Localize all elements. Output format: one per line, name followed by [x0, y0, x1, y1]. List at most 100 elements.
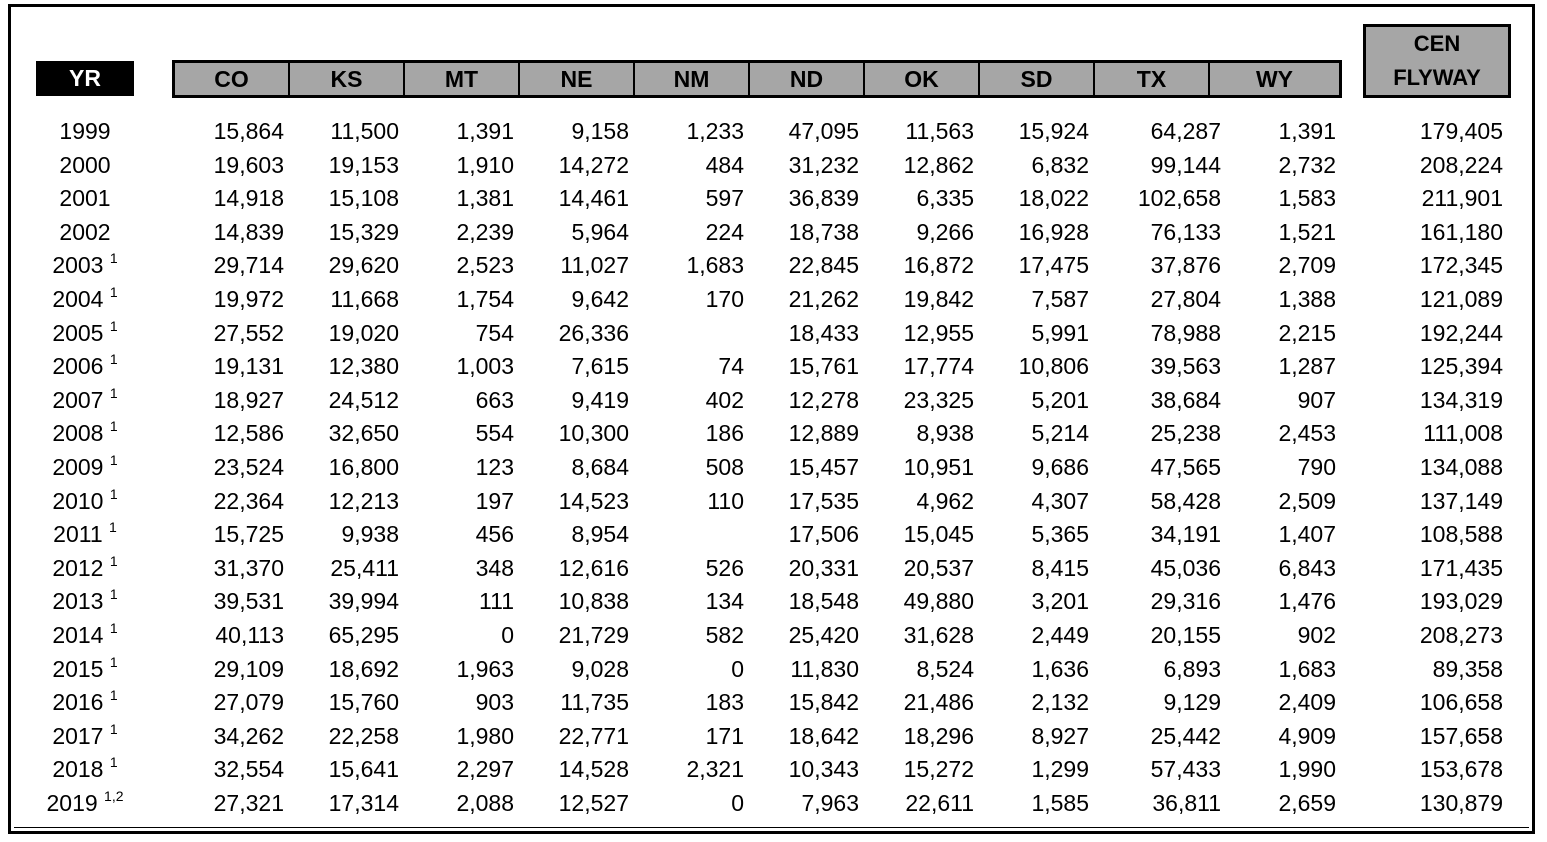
year-cell: 2004 1 — [36, 283, 134, 317]
year-cell: 2001 — [36, 182, 134, 216]
cell-nd: 12,278 — [788, 386, 859, 413]
cell-ne: 9,419 — [571, 386, 629, 413]
cell-ok: 16,872 — [903, 252, 974, 279]
cell-wy: 902 — [1297, 621, 1336, 648]
cell-ne: 7,615 — [571, 353, 629, 380]
year-value: 2012 — [52, 554, 104, 581]
cell-sd: 10,806 — [1018, 353, 1089, 380]
year-value: 2004 — [52, 285, 104, 312]
year-cell: 2011 1 — [36, 518, 134, 552]
cell-ks: 11,668 — [330, 285, 399, 312]
cell-ks: 15,108 — [328, 185, 399, 212]
cell-co: 14,918 — [213, 185, 284, 212]
cell-ne: 5,964 — [571, 218, 629, 245]
cell-nd: 18,642 — [788, 722, 859, 749]
cell-nd: 21,262 — [788, 285, 859, 312]
cell-wy: 1,407 — [1278, 521, 1336, 548]
cell-nd: 12,889 — [788, 420, 859, 447]
cell-tx: 47,565 — [1150, 453, 1221, 480]
cell-nm: 74 — [718, 353, 744, 380]
cell-nm: 0 — [731, 789, 744, 816]
cell-mt: 1,980 — [456, 722, 514, 749]
year-cell: 2003 1 — [36, 249, 134, 283]
cell-sd: 1,585 — [1031, 789, 1089, 816]
table-row: 2017 1 34,262 22,258 1,980 22,771 171 18,642 18… — [0, 720, 1547, 754]
cell-wy: 2,409 — [1278, 689, 1336, 716]
cell-tx: 64,287 — [1150, 118, 1221, 144]
cell-nd: 10,343 — [788, 756, 859, 783]
header-tx: TX — [1095, 63, 1210, 95]
cell-ks: 9,938 — [341, 521, 399, 548]
cell-tx: 27,804 — [1150, 285, 1221, 312]
cell-sd: 1,636 — [1031, 655, 1089, 682]
cell-ne: 8,684 — [571, 453, 629, 480]
cell-tx: 45,036 — [1150, 554, 1221, 581]
cell-nm: 170 — [705, 285, 744, 312]
cell-sd: 5,365 — [1031, 521, 1089, 548]
cell-sd: 9,686 — [1031, 453, 1089, 480]
cell-ne: 10,838 — [558, 588, 629, 615]
cell-mt: 348 — [475, 554, 514, 581]
cell-ok: 12,955 — [903, 319, 974, 346]
cell-mt: 1,963 — [456, 655, 514, 682]
cell-sd: 5,991 — [1031, 319, 1089, 346]
cell-wy: 6,843 — [1278, 554, 1336, 581]
cell-ok: 22,611 — [905, 789, 974, 816]
cell-nm: 484 — [705, 151, 744, 178]
cell-central-flyway-total: 208,224 — [1419, 151, 1503, 178]
cell-nd: 20,331 — [788, 554, 859, 581]
year-value: 2013 — [52, 588, 104, 615]
cell-ok: 23,325 — [903, 386, 974, 413]
cell-central-flyway-total: 193,029 — [1419, 588, 1503, 615]
cell-mt: 754 — [475, 319, 514, 346]
year-value: 2008 — [52, 420, 104, 447]
cell-tx: 78,988 — [1150, 319, 1221, 346]
cell-co: 32,554 — [213, 756, 284, 783]
footnote-marker: 1 — [109, 619, 118, 636]
cell-ne: 12,616 — [558, 554, 629, 581]
cell-wy: 2,709 — [1278, 252, 1336, 279]
cell-sd: 15,924 — [1018, 118, 1089, 144]
cell-tx: 99,144 — [1150, 151, 1221, 178]
cell-ok: 15,272 — [903, 756, 974, 783]
cell-central-flyway-total: 106,658 — [1419, 689, 1503, 716]
cell-ok: 20,537 — [903, 554, 974, 581]
cell-central-flyway-total: 157,658 — [1419, 722, 1503, 749]
cell-central-flyway-total: 89,358 — [1432, 655, 1503, 682]
cell-nm: 402 — [705, 386, 744, 413]
cell-tx: 20,155 — [1150, 621, 1221, 648]
cell-ok: 9,266 — [916, 218, 974, 245]
table-row: 2003 1 29,714 29,620 2,523 11,027 1,683 22,845… — [0, 249, 1547, 283]
footnote-marker: 1 — [109, 519, 117, 536]
footnote-marker: 1 — [109, 754, 118, 771]
cell-nd: 18,738 — [788, 218, 859, 245]
cell-wy: 1,287 — [1278, 353, 1336, 380]
cell-ks: 29,620 — [328, 252, 399, 279]
cell-nm: 110 — [707, 487, 744, 514]
cell-central-flyway-total: 192,244 — [1419, 319, 1503, 346]
year-cell: 2018 1 — [36, 753, 134, 787]
cell-co: 19,972 — [213, 285, 284, 312]
table-frame — [8, 4, 1535, 834]
year-cell: 2007 1 — [36, 384, 134, 418]
year-value: 2019 — [46, 789, 98, 816]
cell-ok: 31,628 — [903, 621, 974, 648]
cell-sd: 8,415 — [1031, 554, 1089, 581]
cell-nd: 18,433 — [788, 319, 859, 346]
cell-ne: 9,158 — [571, 118, 629, 144]
cell-nd: 47,095 — [788, 118, 859, 144]
cell-central-flyway-total: 130,879 — [1419, 789, 1503, 816]
cell-mt: 2,088 — [456, 789, 514, 816]
year-value: 2018 — [52, 756, 104, 783]
table-row: 2000 19,603 19,153 1,910 14,272 484 31,232 12,8… — [0, 149, 1547, 183]
year-value: 2002 — [59, 218, 111, 245]
cell-sd: 5,214 — [1031, 420, 1089, 447]
cell-nm: 1,683 — [686, 252, 744, 279]
cell-ok: 12,862 — [903, 151, 974, 178]
cell-wy: 2,732 — [1278, 151, 1336, 178]
cell-wy: 1,388 — [1278, 285, 1336, 312]
cell-nm: 134 — [705, 588, 744, 615]
cell-co: 19,131 — [213, 353, 284, 380]
cell-wy: 2,215 — [1278, 319, 1336, 346]
cell-ks: 25,411 — [330, 554, 399, 581]
